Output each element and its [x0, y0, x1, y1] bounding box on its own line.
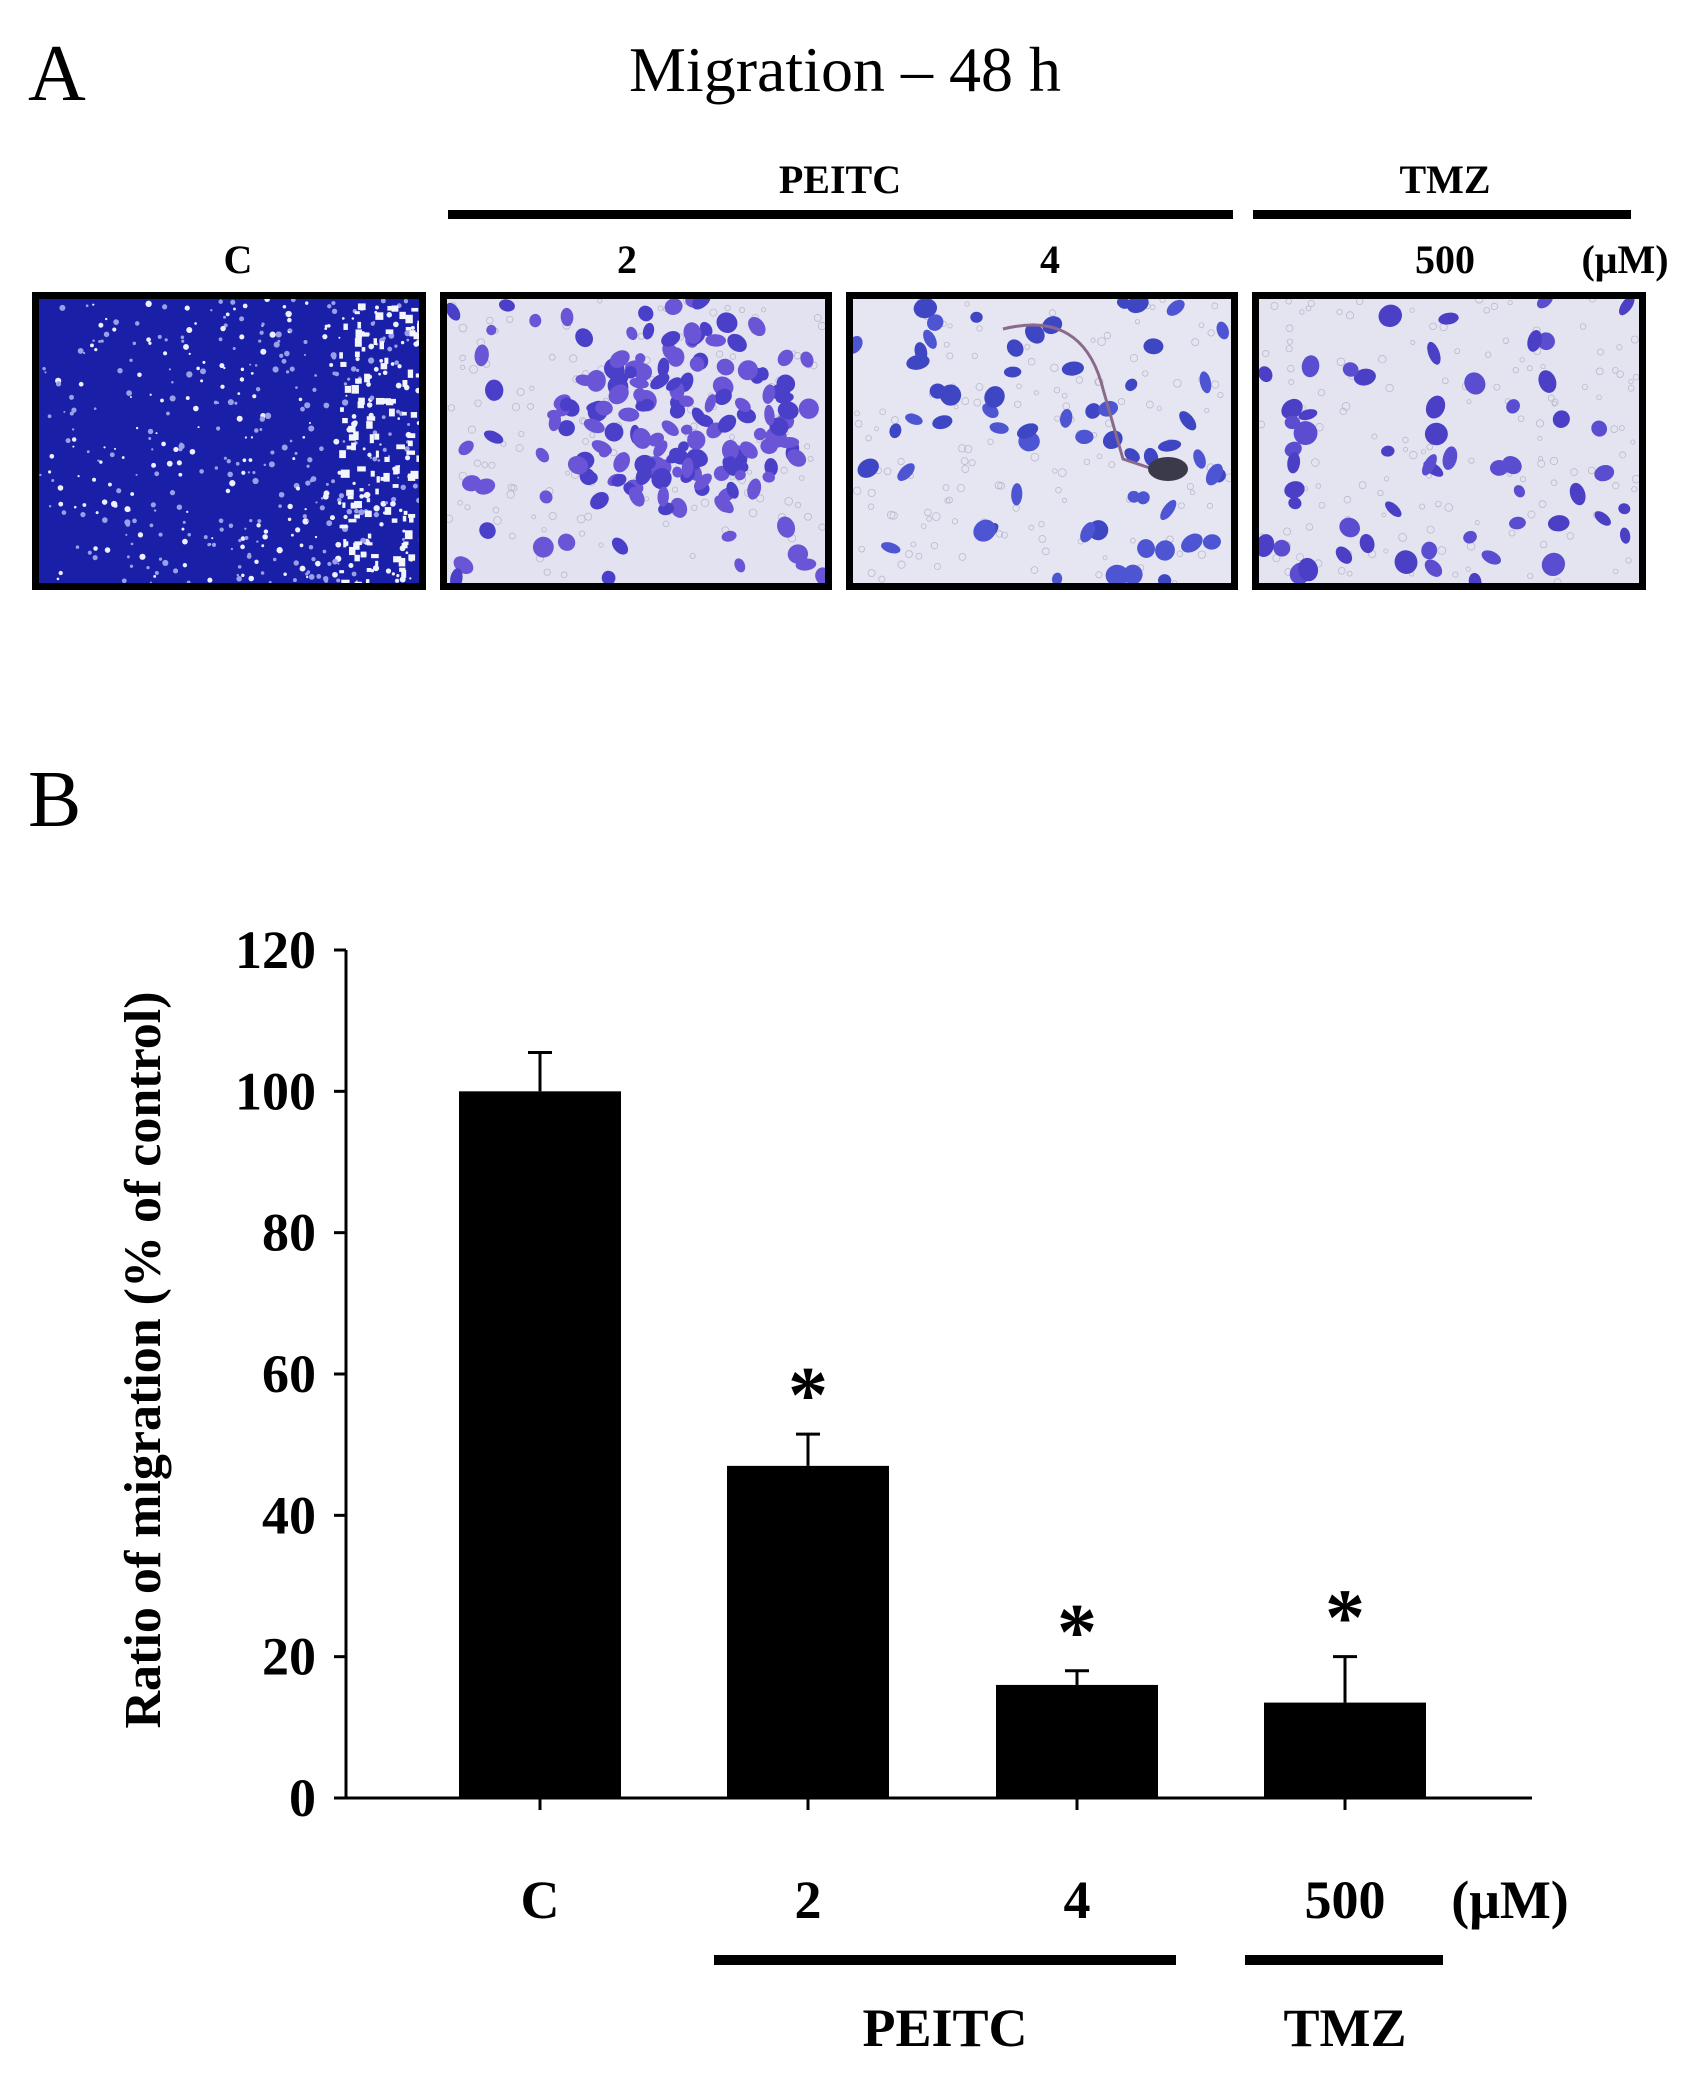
x-tick-label-4: 4 [1064, 1870, 1091, 1930]
micrograph-peitc-2 [440, 292, 832, 590]
y-axis-title: Ratio of migration (% of control) [115, 991, 172, 1728]
group-line-peitc-a [448, 210, 1233, 219]
image-label-500: 500 [1415, 237, 1475, 282]
x-tick-label-2: 2 [795, 1870, 822, 1930]
significance-marker-4: * [1057, 1589, 1097, 1677]
y-tick-label-80: 80 [262, 1203, 316, 1263]
image-label-2: 2 [617, 237, 637, 282]
x-unit-label: (μM) [1451, 1870, 1569, 1930]
image-label-4: 4 [1040, 237, 1060, 282]
significance-marker-2: * [788, 1352, 828, 1440]
micrograph-tmz-500 [1252, 292, 1646, 590]
panel-a-letter: A [28, 30, 86, 118]
y-tick-label-60: 60 [262, 1344, 316, 1404]
bar-4 [996, 1684, 1158, 1798]
x-tick-label-C: C [521, 1870, 560, 1930]
panel-b-letter: B [28, 756, 82, 844]
group-label-tmz: TMZ [1283, 1998, 1406, 2058]
significance-marker-500: * [1325, 1575, 1365, 1663]
bar-C [459, 1091, 621, 1798]
y-tick-label-40: 40 [262, 1485, 316, 1545]
bar-2 [727, 1465, 889, 1798]
y-tick-label-120: 120 [235, 920, 316, 980]
group-line-peitc [714, 1955, 1176, 1965]
micrograph-control [32, 292, 426, 590]
group-label-peitc-a: PEITC [778, 157, 902, 202]
group-label-peitc: PEITC [862, 1998, 1027, 2058]
group-line-tmz-a [1253, 210, 1631, 219]
image-unit-label: (μM) [1581, 237, 1669, 282]
group-label-tmz-a: TMZ [1399, 157, 1491, 202]
x-tick-label-500: 500 [1305, 1870, 1386, 1930]
y-tick-label-0: 0 [289, 1768, 316, 1828]
panel-a-title: Migration – 48 h [629, 34, 1061, 105]
image-label-c: C [223, 237, 253, 282]
micrograph-peitc-4 [846, 292, 1238, 590]
y-tick-label-100: 100 [235, 1061, 316, 1121]
bar-500 [1264, 1702, 1426, 1798]
y-tick-label-20: 20 [262, 1627, 316, 1687]
group-line-tmz [1245, 1955, 1443, 1965]
